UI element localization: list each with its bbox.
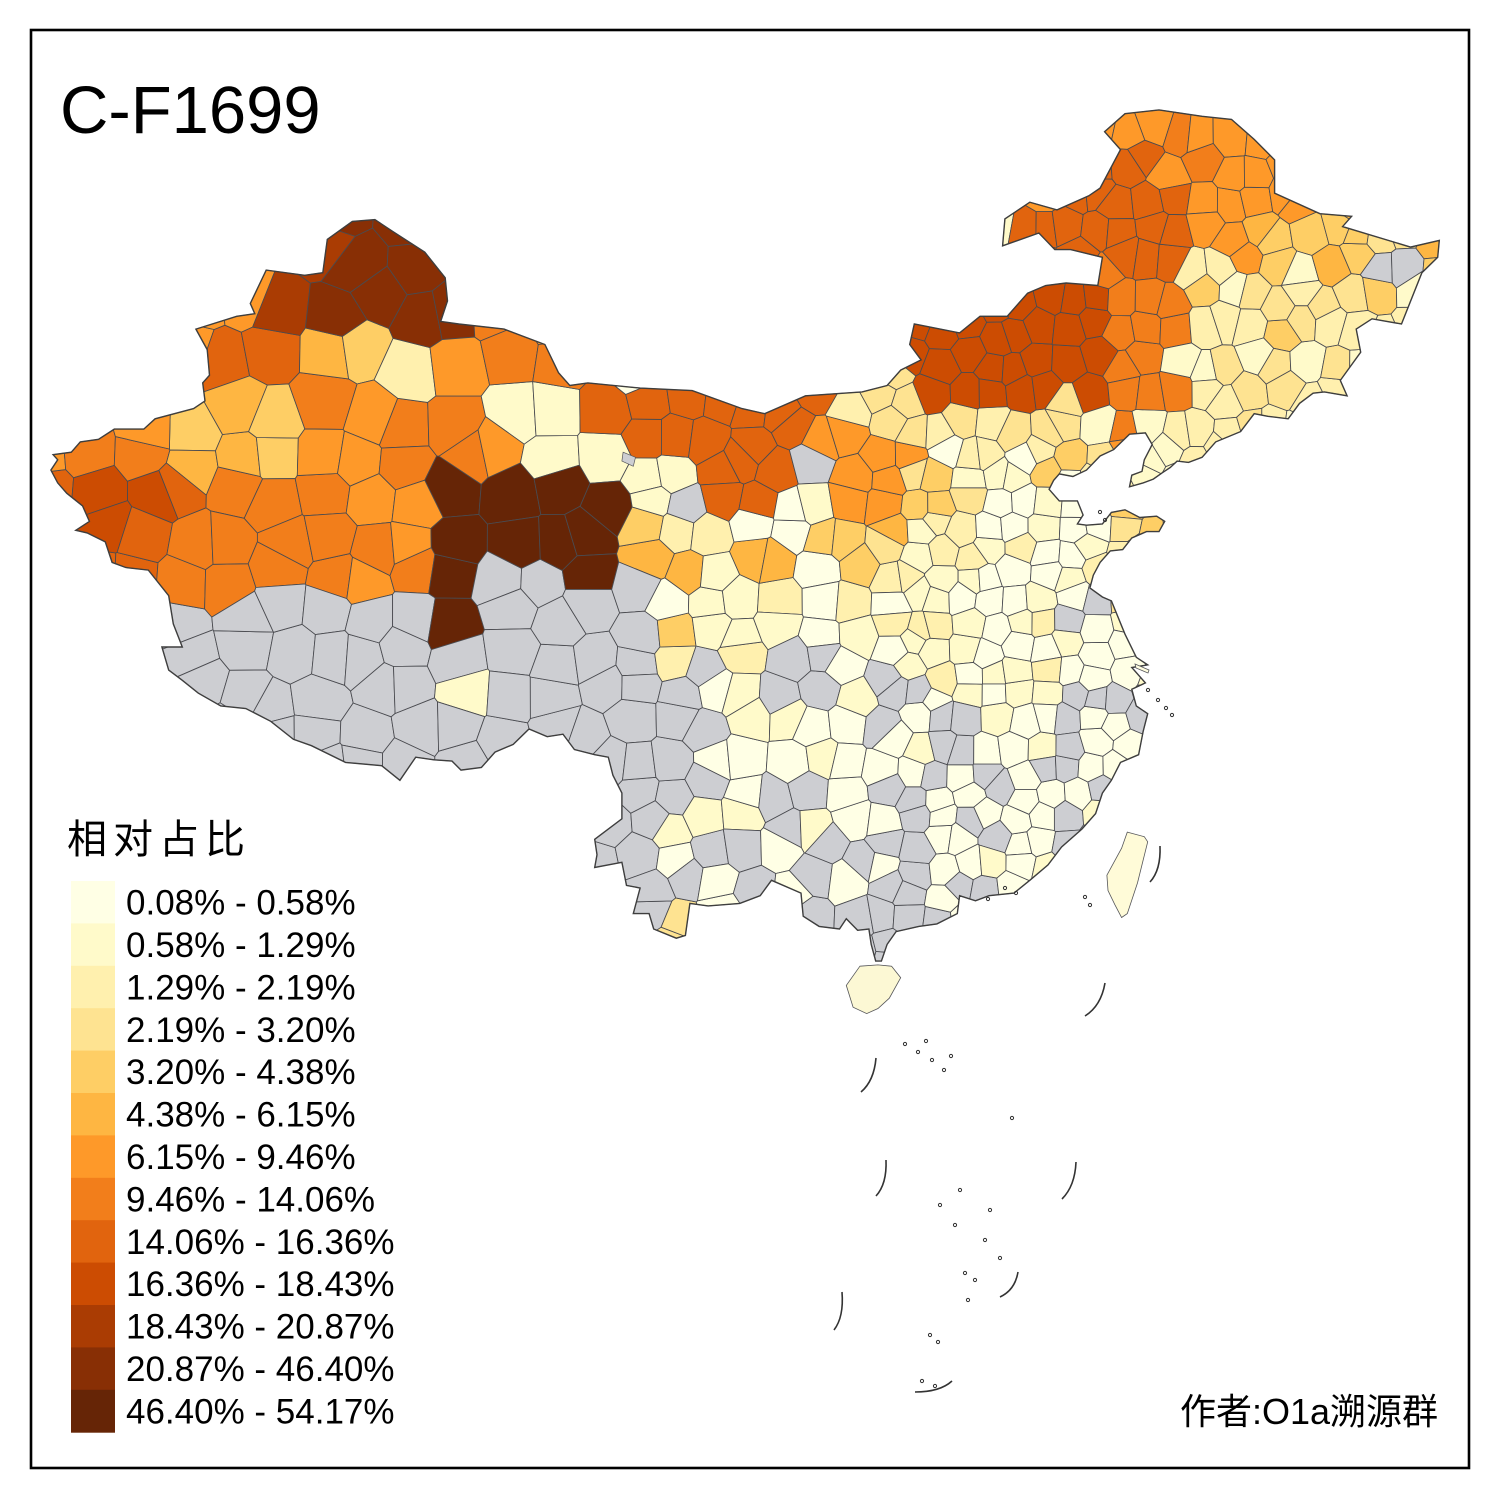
svg-text:0.08% - 0.58%: 0.08% - 0.58% (126, 884, 356, 923)
svg-text:9.46% - 14.06%: 9.46% - 14.06% (126, 1180, 375, 1219)
svg-text:16.36% - 18.43%: 16.36% - 18.43% (126, 1265, 395, 1304)
svg-text:相对占比: 相对占比 (67, 818, 251, 862)
svg-text:2.19% - 3.20%: 2.19% - 3.20% (126, 1011, 356, 1050)
svg-text:C-F1699: C-F1699 (60, 73, 321, 148)
svg-text:6.15% - 9.46%: 6.15% - 9.46% (126, 1138, 356, 1177)
svg-text:0.58% - 1.29%: 0.58% - 1.29% (126, 926, 356, 965)
svg-text:作者:O1a溯源群: 作者:O1a溯源群 (1180, 1391, 1438, 1432)
svg-text:18.43% - 20.87%: 18.43% - 20.87% (126, 1308, 395, 1347)
svg-text:20.87% - 46.40%: 20.87% - 46.40% (126, 1350, 395, 1389)
svg-text:3.20% - 4.38%: 3.20% - 4.38% (126, 1053, 356, 1092)
svg-text:4.38% - 6.15%: 4.38% - 6.15% (126, 1096, 356, 1135)
svg-text:46.40% - 54.17%: 46.40% - 54.17% (126, 1392, 395, 1431)
svg-text:1.29% - 2.19%: 1.29% - 2.19% (126, 968, 356, 1007)
svg-text:14.06% - 16.36%: 14.06% - 16.36% (126, 1223, 395, 1262)
